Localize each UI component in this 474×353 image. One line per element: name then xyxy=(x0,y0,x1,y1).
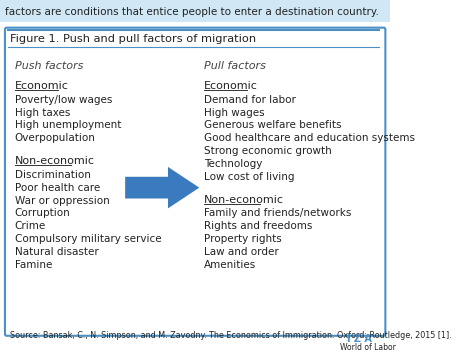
Text: Discrimination: Discrimination xyxy=(15,170,91,180)
FancyBboxPatch shape xyxy=(0,0,390,22)
Text: factors are conditions that entice people to enter a destination country.: factors are conditions that entice peopl… xyxy=(5,7,379,17)
Text: High wages: High wages xyxy=(204,108,265,118)
Text: Generous welfare benefits: Generous welfare benefits xyxy=(204,120,342,131)
Text: Non-economic: Non-economic xyxy=(204,195,284,204)
Text: Amenities: Amenities xyxy=(204,260,256,270)
Text: Strong economic growth: Strong economic growth xyxy=(204,146,332,156)
Text: Non-economic: Non-economic xyxy=(15,156,95,166)
Text: Law and order: Law and order xyxy=(204,247,279,257)
Polygon shape xyxy=(125,167,199,208)
Text: Figure 1. Push and pull factors of migration: Figure 1. Push and pull factors of migra… xyxy=(10,34,256,43)
Text: War or oppression: War or oppression xyxy=(15,196,109,205)
Text: Poor health care: Poor health care xyxy=(15,183,100,193)
Text: Source: Bansak, C., N. Simpson, and M. Zavodny. The Economics of Immigration. Ox: Source: Bansak, C., N. Simpson, and M. Z… xyxy=(10,331,452,340)
Text: Good healthcare and education systems: Good healthcare and education systems xyxy=(204,133,415,143)
Text: Low cost of living: Low cost of living xyxy=(204,172,295,182)
Text: Poverty/low wages: Poverty/low wages xyxy=(15,95,112,105)
Text: Overpopulation: Overpopulation xyxy=(15,133,96,143)
Text: Demand for labor: Demand for labor xyxy=(204,95,296,105)
Text: Property rights: Property rights xyxy=(204,234,282,244)
Text: Family and friends/networks: Family and friends/networks xyxy=(204,208,352,219)
Text: Natural disaster: Natural disaster xyxy=(15,247,99,257)
Text: Crime: Crime xyxy=(15,221,46,231)
Text: Technology: Technology xyxy=(204,159,263,169)
Text: Economic: Economic xyxy=(204,81,258,91)
Text: Economic: Economic xyxy=(15,81,69,91)
FancyBboxPatch shape xyxy=(5,28,385,336)
Text: Pull factors: Pull factors xyxy=(204,61,266,71)
Text: High unemployment: High unemployment xyxy=(15,120,121,131)
Text: Push factors: Push factors xyxy=(15,61,83,71)
Text: Rights and freedoms: Rights and freedoms xyxy=(204,221,312,231)
Text: World of Labor: World of Labor xyxy=(340,343,396,352)
Text: Compulsory military service: Compulsory military service xyxy=(15,234,162,244)
Text: I Z A: I Z A xyxy=(347,334,373,344)
Text: Famine: Famine xyxy=(15,260,52,270)
Text: High taxes: High taxes xyxy=(15,108,70,118)
Text: Corruption: Corruption xyxy=(15,208,71,219)
